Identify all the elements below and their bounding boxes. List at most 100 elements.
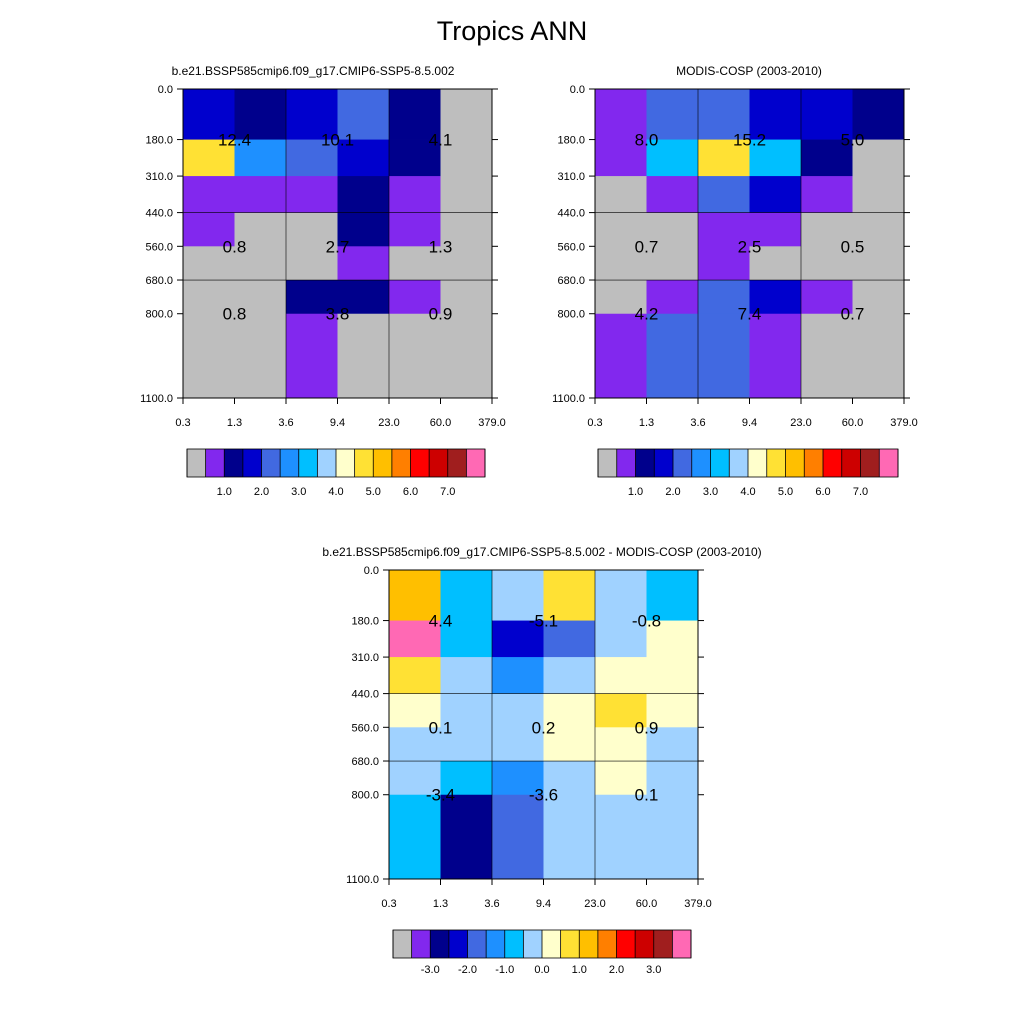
heatmap-cell bbox=[440, 727, 493, 762]
colorbar-2: -3.0 -2.0 -1.0 0.0 1.0 2.0 3.0 bbox=[392, 929, 692, 976]
heatmap-cell bbox=[389, 280, 441, 315]
y-tick-label: 800.0 bbox=[145, 309, 173, 321]
y-tick-label: 1100.0 bbox=[140, 393, 173, 405]
colorbar-swatch bbox=[653, 930, 673, 958]
colorbar-swatch bbox=[411, 930, 431, 958]
heatmap-cell bbox=[646, 794, 699, 880]
heatmap-cell bbox=[440, 89, 493, 140]
heatmap-cell bbox=[646, 313, 699, 399]
block-value-label: 1.3 bbox=[429, 237, 453, 256]
heatmap-cell bbox=[646, 693, 699, 728]
x-tick-label: 3.6 bbox=[690, 417, 705, 429]
colorbar-swatch bbox=[879, 449, 899, 477]
heatmap-cell bbox=[801, 246, 853, 281]
heatmap-cell bbox=[646, 761, 699, 796]
x-tick-label: 60.0 bbox=[842, 417, 863, 429]
heatmap-cell bbox=[698, 89, 750, 140]
heatmap-cell bbox=[337, 313, 390, 399]
colorbar-label: 1.0 bbox=[628, 486, 643, 498]
colorbar-label: 2.0 bbox=[254, 486, 269, 498]
heatmap-cell bbox=[234, 280, 287, 315]
panel-title-model: b.e21.BSSP585cmip6.f09_g17.CMIP6-SSP5-8.… bbox=[171, 64, 455, 78]
heatmap-cell bbox=[286, 212, 338, 247]
heatmap-cell bbox=[543, 693, 596, 728]
heatmap-cell bbox=[749, 313, 802, 399]
heatmap-cell bbox=[852, 280, 905, 315]
heatmap-cell bbox=[698, 176, 750, 213]
heatmap-cell bbox=[543, 570, 596, 621]
colorbar-label: 3.0 bbox=[646, 964, 661, 976]
colorbar-label: 4.0 bbox=[328, 486, 343, 498]
y-tick-label: 180.0 bbox=[351, 616, 379, 628]
heatmap-cell bbox=[286, 89, 338, 140]
colorbar-swatch bbox=[560, 930, 580, 958]
colorbar-swatch bbox=[410, 449, 430, 477]
x-tick-label: 3.6 bbox=[484, 898, 499, 910]
heatmap-cell bbox=[646, 620, 699, 658]
heatmap-cell bbox=[234, 89, 287, 140]
y-tick-label: 560.0 bbox=[351, 722, 379, 734]
heatmap-cell bbox=[698, 246, 750, 281]
colorbar-swatch bbox=[504, 930, 524, 958]
heatmap-cell bbox=[543, 727, 596, 762]
heatmap-cell bbox=[801, 139, 853, 177]
x-tick-label: 9.4 bbox=[330, 417, 345, 429]
colorbar-swatch bbox=[710, 449, 730, 477]
heatmap-cell bbox=[698, 280, 750, 315]
colorbar-swatch bbox=[261, 449, 281, 477]
heatmap-cell bbox=[492, 761, 544, 796]
heatmap-cell bbox=[286, 246, 338, 281]
block-value-label: -5.1 bbox=[529, 612, 558, 631]
y-tick-label: 310.0 bbox=[351, 652, 379, 664]
x-tick-label: 0.3 bbox=[381, 898, 396, 910]
y-tick-label: 310.0 bbox=[145, 171, 173, 183]
colorbar-frame bbox=[392, 929, 692, 959]
heatmap-cell bbox=[234, 176, 287, 213]
x-tick-label: 0.3 bbox=[175, 417, 190, 429]
heatmap-cell bbox=[183, 139, 235, 177]
block-value-label: 12.4 bbox=[218, 131, 251, 150]
heatmap-cell bbox=[801, 313, 853, 399]
block-value-label: 0.9 bbox=[635, 718, 659, 737]
heatmap-cell bbox=[183, 313, 235, 399]
colorbar-swatch bbox=[841, 449, 861, 477]
x-tick-label: 9.4 bbox=[536, 898, 551, 910]
colorbar-label: 2.0 bbox=[609, 964, 624, 976]
x-tick-label: 379.0 bbox=[890, 417, 918, 429]
heatmap-cell bbox=[852, 176, 905, 213]
colorbar-swatch bbox=[766, 449, 786, 477]
colorbar-label: 2.0 bbox=[665, 486, 680, 498]
y-tick-label: 0.0 bbox=[570, 84, 585, 96]
x-tick-label: 9.4 bbox=[742, 417, 757, 429]
colorbar-swatch bbox=[635, 930, 655, 958]
heatmap-cell bbox=[698, 139, 750, 177]
colorbar-label: 0.0 bbox=[534, 964, 549, 976]
heatmap-cell bbox=[183, 176, 235, 213]
heatmap-cell bbox=[389, 176, 441, 213]
page-title: Tropics ANN bbox=[436, 16, 588, 46]
heatmap-cell bbox=[286, 280, 338, 315]
heatmap-cell bbox=[595, 693, 647, 728]
heatmap-cell bbox=[595, 761, 647, 796]
block-value-label: 0.8 bbox=[223, 305, 247, 324]
block-value-label: 0.1 bbox=[429, 718, 453, 737]
heatmap-panel-2: 0.0180.0310.0440.0560.0680.0800.01100.00… bbox=[346, 565, 712, 910]
heatmap-cell bbox=[286, 176, 338, 213]
heatmap-cell bbox=[183, 280, 235, 315]
colorbar-swatch bbox=[542, 930, 561, 958]
heatmap-cell bbox=[646, 570, 699, 621]
heatmap-cell bbox=[183, 246, 235, 281]
heatmap-cell bbox=[234, 212, 287, 247]
heatmap-cell bbox=[852, 313, 905, 399]
heatmap-cell bbox=[389, 246, 441, 281]
x-tick-label: 1.3 bbox=[639, 417, 654, 429]
y-tick-label: 680.0 bbox=[145, 275, 173, 287]
panel-title-difference: b.e21.BSSP585cmip6.f09_g17.CMIP6-SSP5-8.… bbox=[322, 545, 762, 559]
heatmap-cell bbox=[337, 139, 390, 177]
heatmap-cell bbox=[749, 246, 802, 281]
heatmap-cell bbox=[389, 570, 441, 621]
y-tick-label: 680.0 bbox=[557, 275, 585, 287]
heatmap-cell bbox=[492, 620, 544, 658]
heatmap-cell bbox=[492, 794, 544, 880]
